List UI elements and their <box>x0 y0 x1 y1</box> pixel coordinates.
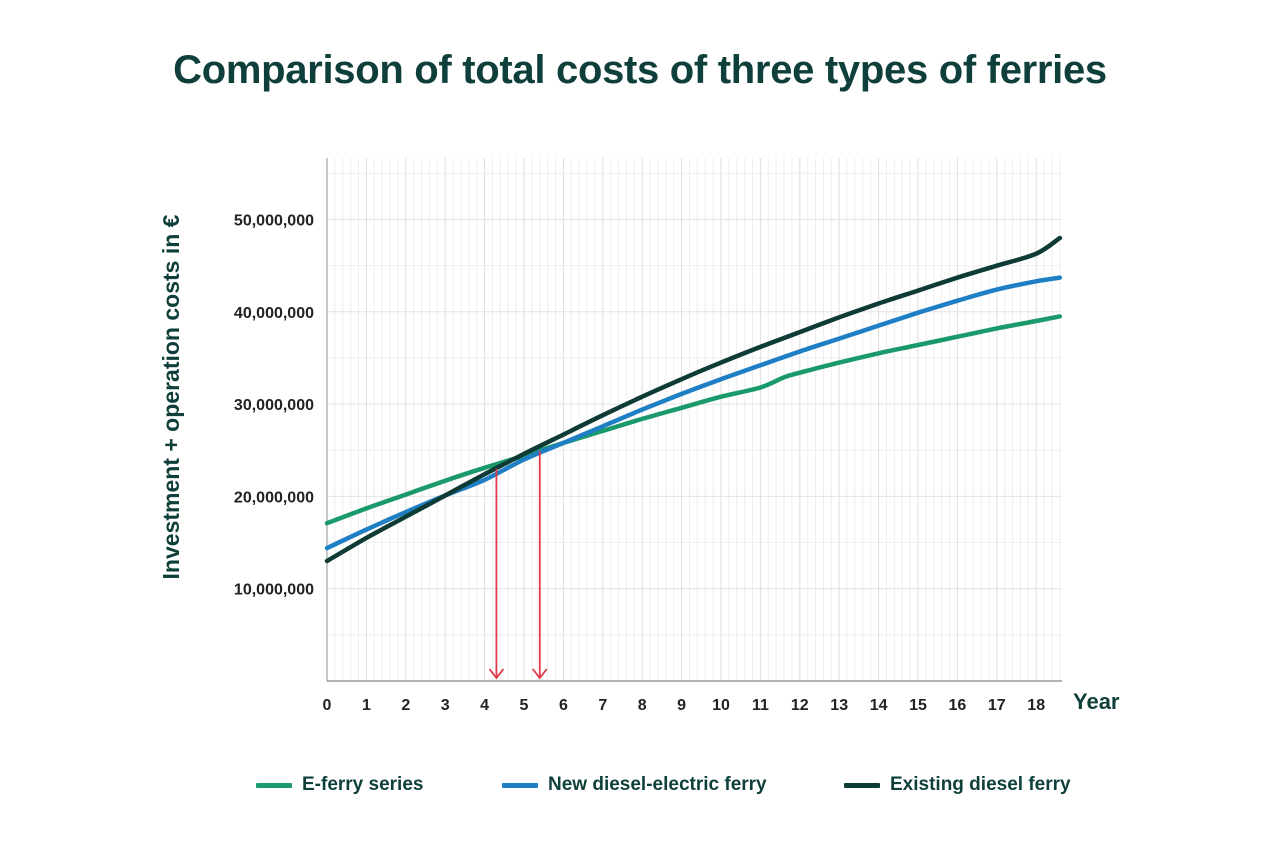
y-tick-label: 30,000,000 <box>234 397 314 414</box>
legend-label: E-ferry series <box>302 774 424 795</box>
x-tick-label: 5 <box>520 697 529 714</box>
legend: E-ferry series New diesel-electric ferry… <box>0 772 1280 802</box>
x-tick-label: 1 <box>362 697 371 714</box>
legend-item-new-diesel-electric: New diesel-electric ferry <box>502 772 767 798</box>
x-tick-label: 10 <box>712 697 730 714</box>
legend-label: Existing diesel ferry <box>890 774 1071 795</box>
x-tick-label: 3 <box>441 697 450 714</box>
y-axis-label: Investment + operation costs in € <box>158 214 184 579</box>
legend-item-e-ferry: E-ferry series <box>256 772 423 798</box>
x-tick-label: 0 <box>323 697 332 714</box>
x-tick-label: 11 <box>752 697 769 714</box>
x-axis-label: Year <box>1073 689 1120 714</box>
grid <box>327 158 1062 681</box>
annotations <box>488 451 548 680</box>
x-tick-label: 7 <box>598 697 607 714</box>
x-tick-label: 8 <box>638 697 647 714</box>
legend-label: New diesel-electric ferry <box>548 774 767 795</box>
x-tick-label: 12 <box>791 697 809 714</box>
chart-title: Comparison of total costs of three types… <box>173 48 1107 92</box>
break-even-arrow-1 <box>488 468 505 680</box>
x-tick-label: 16 <box>949 697 967 714</box>
break-even-arrow-2 <box>532 451 548 680</box>
series-line-existing-diesel <box>324 235 1063 564</box>
x-tick-label: 2 <box>401 697 410 714</box>
x-tick-label: 4 <box>480 697 489 714</box>
x-tick-label: 18 <box>1027 697 1045 714</box>
x-tick-label: 17 <box>988 697 1006 714</box>
legend-swatch-e-ferry <box>256 782 292 788</box>
y-tick-label: 10,000,000 <box>234 582 314 599</box>
arrow-head <box>488 668 505 680</box>
ticks: 0 1 2 3 4 5 6 7 8 9 10 11 12 13 14 15 16 17 1810,000,00020… <box>234 213 1045 715</box>
y-tick-label: 50,000,000 <box>234 213 314 230</box>
x-tick-label: 13 <box>830 697 848 714</box>
series-line-e-ferry <box>324 314 1063 526</box>
legend-item-existing-diesel: Existing diesel ferry <box>844 772 1071 798</box>
arrow-head <box>532 668 548 680</box>
y-tick-label: 20,000,000 <box>234 489 314 506</box>
axes <box>326 158 1062 682</box>
x-tick-label: 9 <box>677 697 686 714</box>
legend-swatch-existing-diesel <box>844 782 880 788</box>
y-tick-label: 40,000,000 <box>234 305 314 322</box>
x-tick-label: 15 <box>909 697 927 714</box>
series <box>324 235 1063 564</box>
legend-swatch-new-diesel-electric <box>502 782 538 788</box>
x-tick-label: 6 <box>559 697 568 714</box>
x-tick-label: 14 <box>870 697 888 714</box>
